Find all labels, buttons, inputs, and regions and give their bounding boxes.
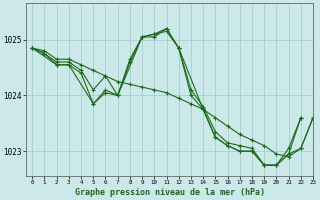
- X-axis label: Graphe pression niveau de la mer (hPa): Graphe pression niveau de la mer (hPa): [75, 188, 265, 197]
